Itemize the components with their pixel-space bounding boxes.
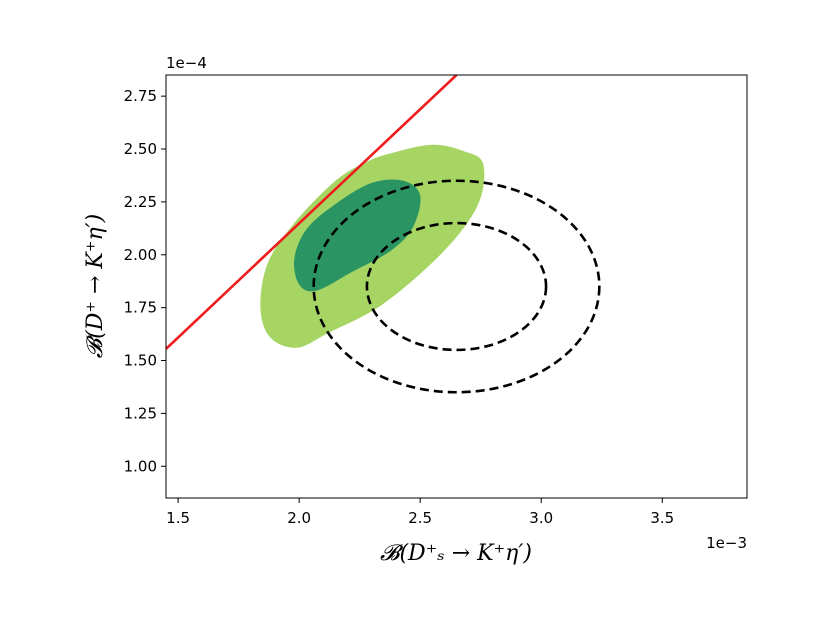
plot-frame xyxy=(165,74,748,499)
y-axis-label: 𝓑(D⁺ → K⁺η′) xyxy=(83,214,108,358)
x-tick-label: 2.0 xyxy=(287,509,311,527)
x-axis-ticks: 1.5 2.0 2.5 3.0 3.5 xyxy=(166,498,674,527)
y-tick-label: 1.50 xyxy=(124,352,157,370)
x-tick-label: 1.5 xyxy=(166,509,190,527)
dashed-ellipses xyxy=(312,179,601,394)
constraint-line xyxy=(166,75,458,350)
region-inner xyxy=(293,179,421,292)
y-tick-label: 2.75 xyxy=(124,87,157,105)
x-tick-label: 3.0 xyxy=(529,509,553,527)
x-tick-label: 2.5 xyxy=(408,509,432,527)
confidence-regions xyxy=(260,144,485,348)
x-offset-label: 1e−3 xyxy=(706,534,747,552)
x-tick-label: 3.5 xyxy=(650,509,674,527)
y-tick-label: 2.00 xyxy=(124,246,157,264)
plot-area-background xyxy=(166,75,747,498)
y-tick-label: 1.25 xyxy=(124,404,157,422)
y-offset-label: 1e−4 xyxy=(166,54,207,72)
x-axis-label: 𝓑(D⁺ₛ → K⁺η′) xyxy=(380,541,532,566)
y-tick-label: 2.50 xyxy=(124,140,157,158)
dashed-ellipse-2 xyxy=(365,221,548,352)
red-line xyxy=(166,75,458,350)
y-tick-label: 1.75 xyxy=(124,299,157,317)
y-tick-label: 2.25 xyxy=(124,193,157,211)
y-axis-ticks: 1.00 1.25 1.50 1.75 2.00 2.25 2.50 2.75 xyxy=(124,87,166,475)
y-tick-label: 1.00 xyxy=(124,457,157,475)
dashed-ellipse-1 xyxy=(312,179,601,394)
